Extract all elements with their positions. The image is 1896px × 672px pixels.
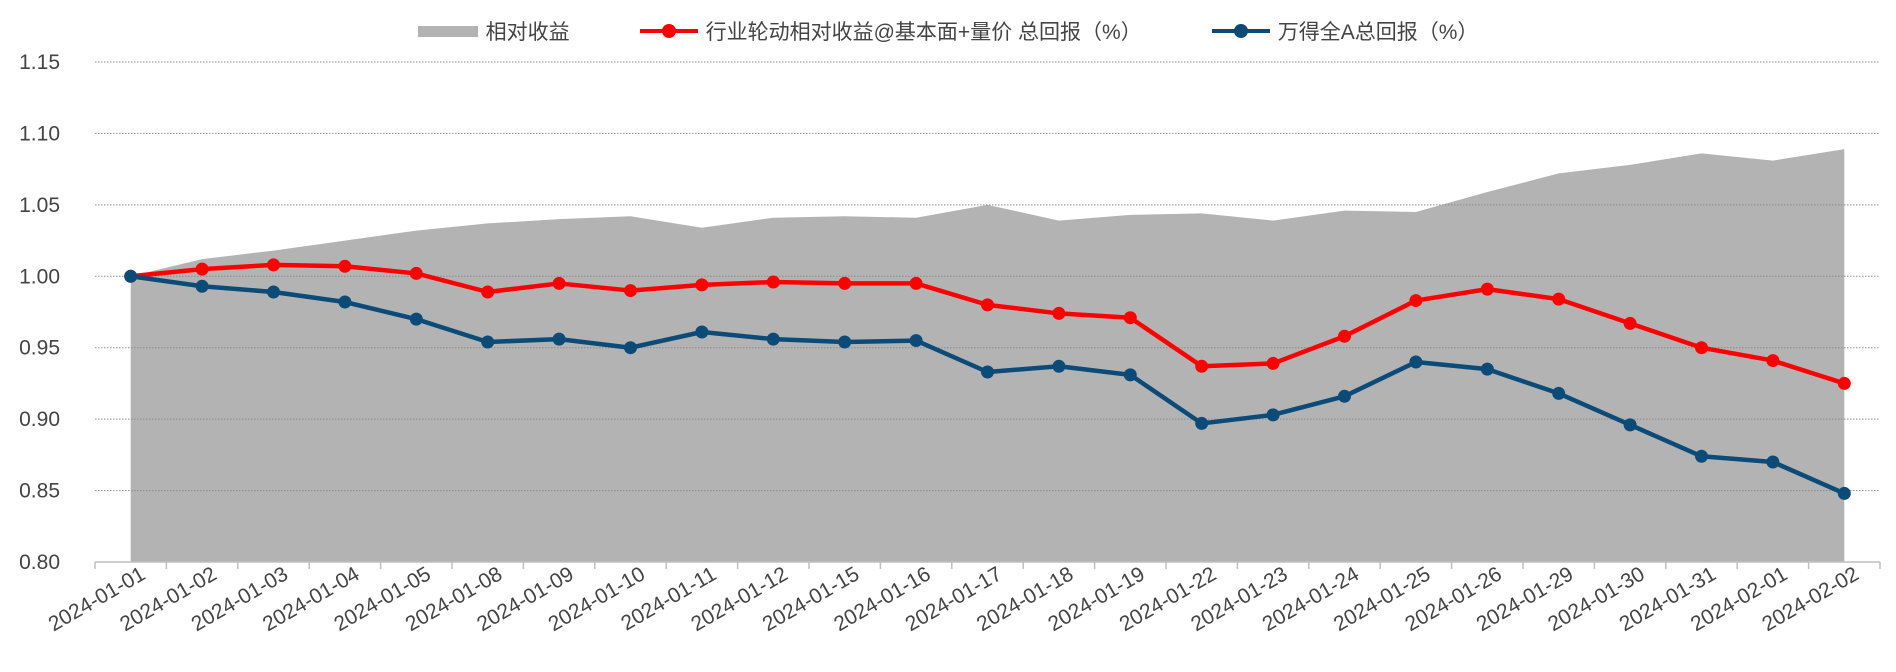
data-point — [1266, 356, 1280, 370]
legend-item-wind-all-a: 万得全A总回报（%） — [1211, 16, 1479, 46]
legend: 相对收益 行业轮动相对收益@基本面+量价 总回报（%） 万得全A总回报（%） — [0, 14, 1896, 48]
legend-swatch-red-line — [639, 24, 698, 38]
y-tick-label: 0.90 — [19, 408, 60, 431]
data-point — [1695, 449, 1708, 463]
y-tick-label: 1.15 — [19, 51, 60, 74]
data-point — [195, 262, 209, 276]
legend-item-relative-return: 相对收益 — [417, 16, 570, 46]
data-point — [195, 279, 209, 293]
data-point — [1409, 355, 1423, 369]
data-point — [981, 365, 994, 379]
legend-item-industry-rotation: 行业轮动相对收益@基本面+量价 总回报（%） — [639, 16, 1142, 46]
y-tick-label: 1.05 — [19, 194, 60, 217]
data-point — [1052, 306, 1066, 320]
y-tick-label: 0.80 — [19, 551, 60, 574]
legend-label: 行业轮动相对收益@基本面+量价 总回报（%） — [705, 21, 1142, 44]
data-point — [1123, 311, 1137, 325]
data-point — [981, 298, 994, 312]
y-tick-label: 0.85 — [19, 480, 60, 503]
data-point — [1837, 376, 1851, 390]
legend-swatch-area — [417, 25, 478, 37]
data-point — [1837, 486, 1851, 500]
data-point — [267, 258, 280, 272]
data-point — [338, 259, 352, 273]
data-point — [624, 341, 637, 355]
data-point — [838, 276, 852, 290]
data-point — [552, 276, 566, 290]
data-point — [124, 269, 138, 283]
data-point — [1623, 418, 1637, 432]
data-point — [1195, 359, 1209, 373]
data-point — [481, 335, 495, 349]
data-point — [1338, 389, 1351, 403]
data-point — [624, 284, 637, 298]
y-tick-label: 0.95 — [19, 337, 60, 360]
data-point — [1695, 341, 1708, 355]
data-point — [1766, 354, 1780, 368]
data-point — [1552, 292, 1566, 306]
legend-swatch-blue-line — [1211, 24, 1270, 38]
data-point — [1480, 362, 1494, 376]
area-relative-return — [130, 149, 1845, 562]
legend-label: 相对收益 — [485, 21, 570, 44]
data-point — [909, 276, 923, 290]
data-point — [1480, 282, 1494, 296]
data-point — [1623, 316, 1637, 330]
legend-label: 万得全A总回报（%） — [1277, 21, 1479, 44]
data-point — [838, 335, 852, 349]
data-point — [338, 295, 352, 309]
data-point — [552, 332, 566, 346]
data-point — [695, 325, 709, 339]
data-point — [1552, 386, 1566, 400]
y-tick-label: 1.10 — [19, 122, 60, 145]
data-point — [766, 332, 780, 346]
data-point — [695, 278, 709, 292]
data-point — [1409, 294, 1423, 308]
data-point — [766, 275, 780, 289]
data-point — [1052, 359, 1066, 373]
data-point — [1266, 408, 1280, 422]
data-point — [909, 334, 923, 348]
data-point — [1766, 455, 1780, 469]
data-point — [481, 285, 495, 299]
y-tick-label: 1.00 — [19, 265, 60, 288]
data-point — [1338, 329, 1351, 343]
data-point — [1195, 416, 1209, 430]
data-point — [409, 312, 423, 326]
data-point — [409, 266, 423, 280]
data-point — [1123, 368, 1137, 382]
data-point — [267, 285, 280, 299]
